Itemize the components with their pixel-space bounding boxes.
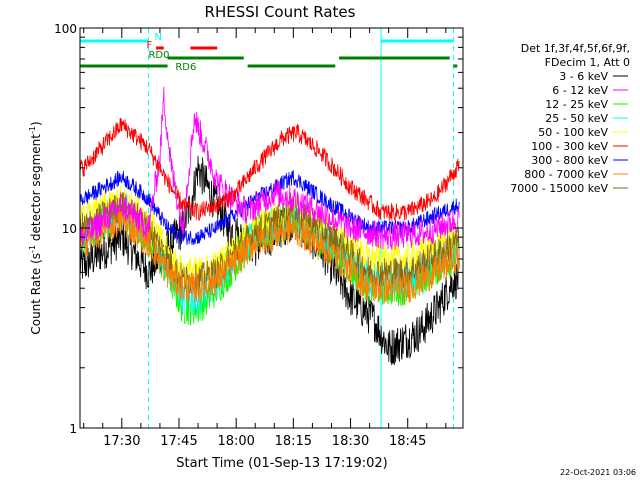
- y-label-exp: -1: [28, 126, 37, 134]
- x-tick-label: 17:30: [103, 434, 140, 449]
- y-tick-label: 10: [62, 222, 77, 236]
- y-label-part: Count Rate (s: [29, 253, 43, 335]
- legend-entry-label: 800 - 7000 keV: [524, 168, 608, 181]
- legend-entry-label: 6 - 12 keV: [552, 84, 608, 97]
- x-tick-label: 18:00: [217, 434, 254, 449]
- legend-entry-label: 3 - 6 keV: [559, 70, 608, 83]
- x-tick-labels: 17:30 17:45 18:00 18:15 18:30 18:45: [103, 434, 426, 449]
- chart-title: RHESSI Count Rates: [205, 3, 356, 21]
- series-line: [79, 207, 460, 304]
- legend-header-line: Det 1f,3f,4f,5f,6f,9f,: [521, 42, 630, 55]
- legend-entry-label: 50 - 100 keV: [538, 126, 608, 139]
- legend: Det 1f,3f,4f,5f,6f,9f, FDecim 1, Att 0 3…: [510, 42, 630, 195]
- legend-entry-label: 25 - 50 keV: [545, 112, 608, 125]
- series-line: [79, 117, 460, 221]
- footer-timestamp: 22-Oct-2021 03:06: [560, 468, 636, 477]
- series-line: [79, 155, 460, 366]
- x-tick-label: 18:30: [332, 434, 369, 449]
- y-label-part: ): [29, 121, 43, 126]
- x-tick-label: 17:45: [160, 434, 197, 449]
- legend-entry-label: 12 - 25 keV: [545, 98, 608, 111]
- legend-entry-label: 300 - 800 keV: [531, 154, 608, 167]
- y-axis-label: Count Rate (s-1 detector segment-1): [28, 121, 43, 334]
- x-tick-label: 18:15: [275, 434, 312, 449]
- x-tick-label: 18:45: [389, 434, 426, 449]
- y-tick-labels: 1 10 100: [54, 22, 77, 436]
- flag-label: F: [147, 40, 153, 51]
- flag-label: N: [154, 32, 161, 43]
- axes: [79, 27, 464, 429]
- series-layer: [79, 86, 460, 366]
- x-axis-label: Start Time (01-Sep-13 17:19:02): [176, 456, 387, 471]
- y-label-exp: -1: [28, 245, 37, 253]
- series-line: [79, 86, 460, 250]
- flag-label: RD6: [175, 62, 196, 73]
- y-tick-label: 1: [69, 422, 77, 436]
- legend-entry-label: 7000 - 15000 keV: [510, 182, 608, 195]
- flag-label: RD0: [148, 50, 169, 61]
- legend-header-line: FDecim 1, Att 0: [545, 56, 630, 69]
- y-tick-label: 100: [54, 22, 77, 36]
- y-label-part: detector segment: [29, 134, 43, 245]
- legend-entry-label: 100 - 300 keV: [531, 140, 608, 153]
